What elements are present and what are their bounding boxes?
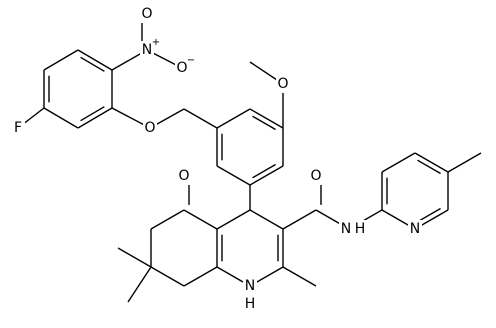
bond: [282, 266, 317, 287]
bond: [252, 163, 276, 179]
label-mask: [140, 41, 154, 59]
label-mask: [276, 75, 290, 93]
atom-label: H: [245, 296, 256, 312]
atom-label: N: [410, 221, 420, 237]
atom-label: O: [144, 120, 155, 136]
charge-label: −: [187, 55, 195, 66]
bond: [77, 49, 113, 71]
atom-label: N: [341, 221, 351, 237]
bond: [80, 106, 105, 122]
bond: [249, 209, 284, 230]
bond: [150, 209, 185, 230]
bond: [127, 266, 152, 303]
atom-label: O: [310, 168, 321, 184]
bond: [381, 152, 416, 173]
label-mask: [339, 220, 353, 238]
label-mask: [309, 167, 323, 185]
label-mask: [243, 277, 257, 295]
bond: [447, 152, 482, 173]
bond: [414, 152, 449, 173]
bond: [183, 108, 218, 129]
bond: [150, 266, 185, 287]
atom-label: O: [277, 76, 288, 92]
label-mask: [11, 119, 25, 137]
bond: [249, 108, 284, 129]
bond: [216, 108, 251, 129]
charge-label: +: [152, 37, 160, 48]
label-mask: [140, 5, 154, 23]
bond: [249, 165, 284, 186]
label-mask: [175, 59, 189, 77]
bond: [417, 159, 441, 175]
bond: [417, 207, 441, 223]
bond: [183, 209, 218, 230]
label-mask: [177, 167, 191, 185]
bond: [183, 266, 218, 287]
bond: [216, 165, 251, 186]
atom-label: H: [355, 221, 366, 237]
atom-label: O: [176, 60, 187, 76]
atom-label: F: [14, 120, 22, 136]
bond: [282, 209, 317, 230]
bond: [216, 209, 251, 230]
atom-label: N: [142, 42, 152, 58]
bond: [80, 56, 105, 72]
bond: [117, 247, 152, 268]
label-mask: [243, 295, 257, 313]
label-mask: [143, 119, 157, 137]
atom-label: O: [141, 6, 152, 22]
label-mask: [408, 220, 422, 238]
label-mask: [353, 220, 367, 238]
atom-label: O: [178, 168, 189, 184]
atom-label: N: [245, 278, 255, 294]
bond: [252, 115, 276, 131]
bond: [43, 107, 79, 129]
bond: [77, 107, 113, 129]
bond: [43, 49, 79, 71]
